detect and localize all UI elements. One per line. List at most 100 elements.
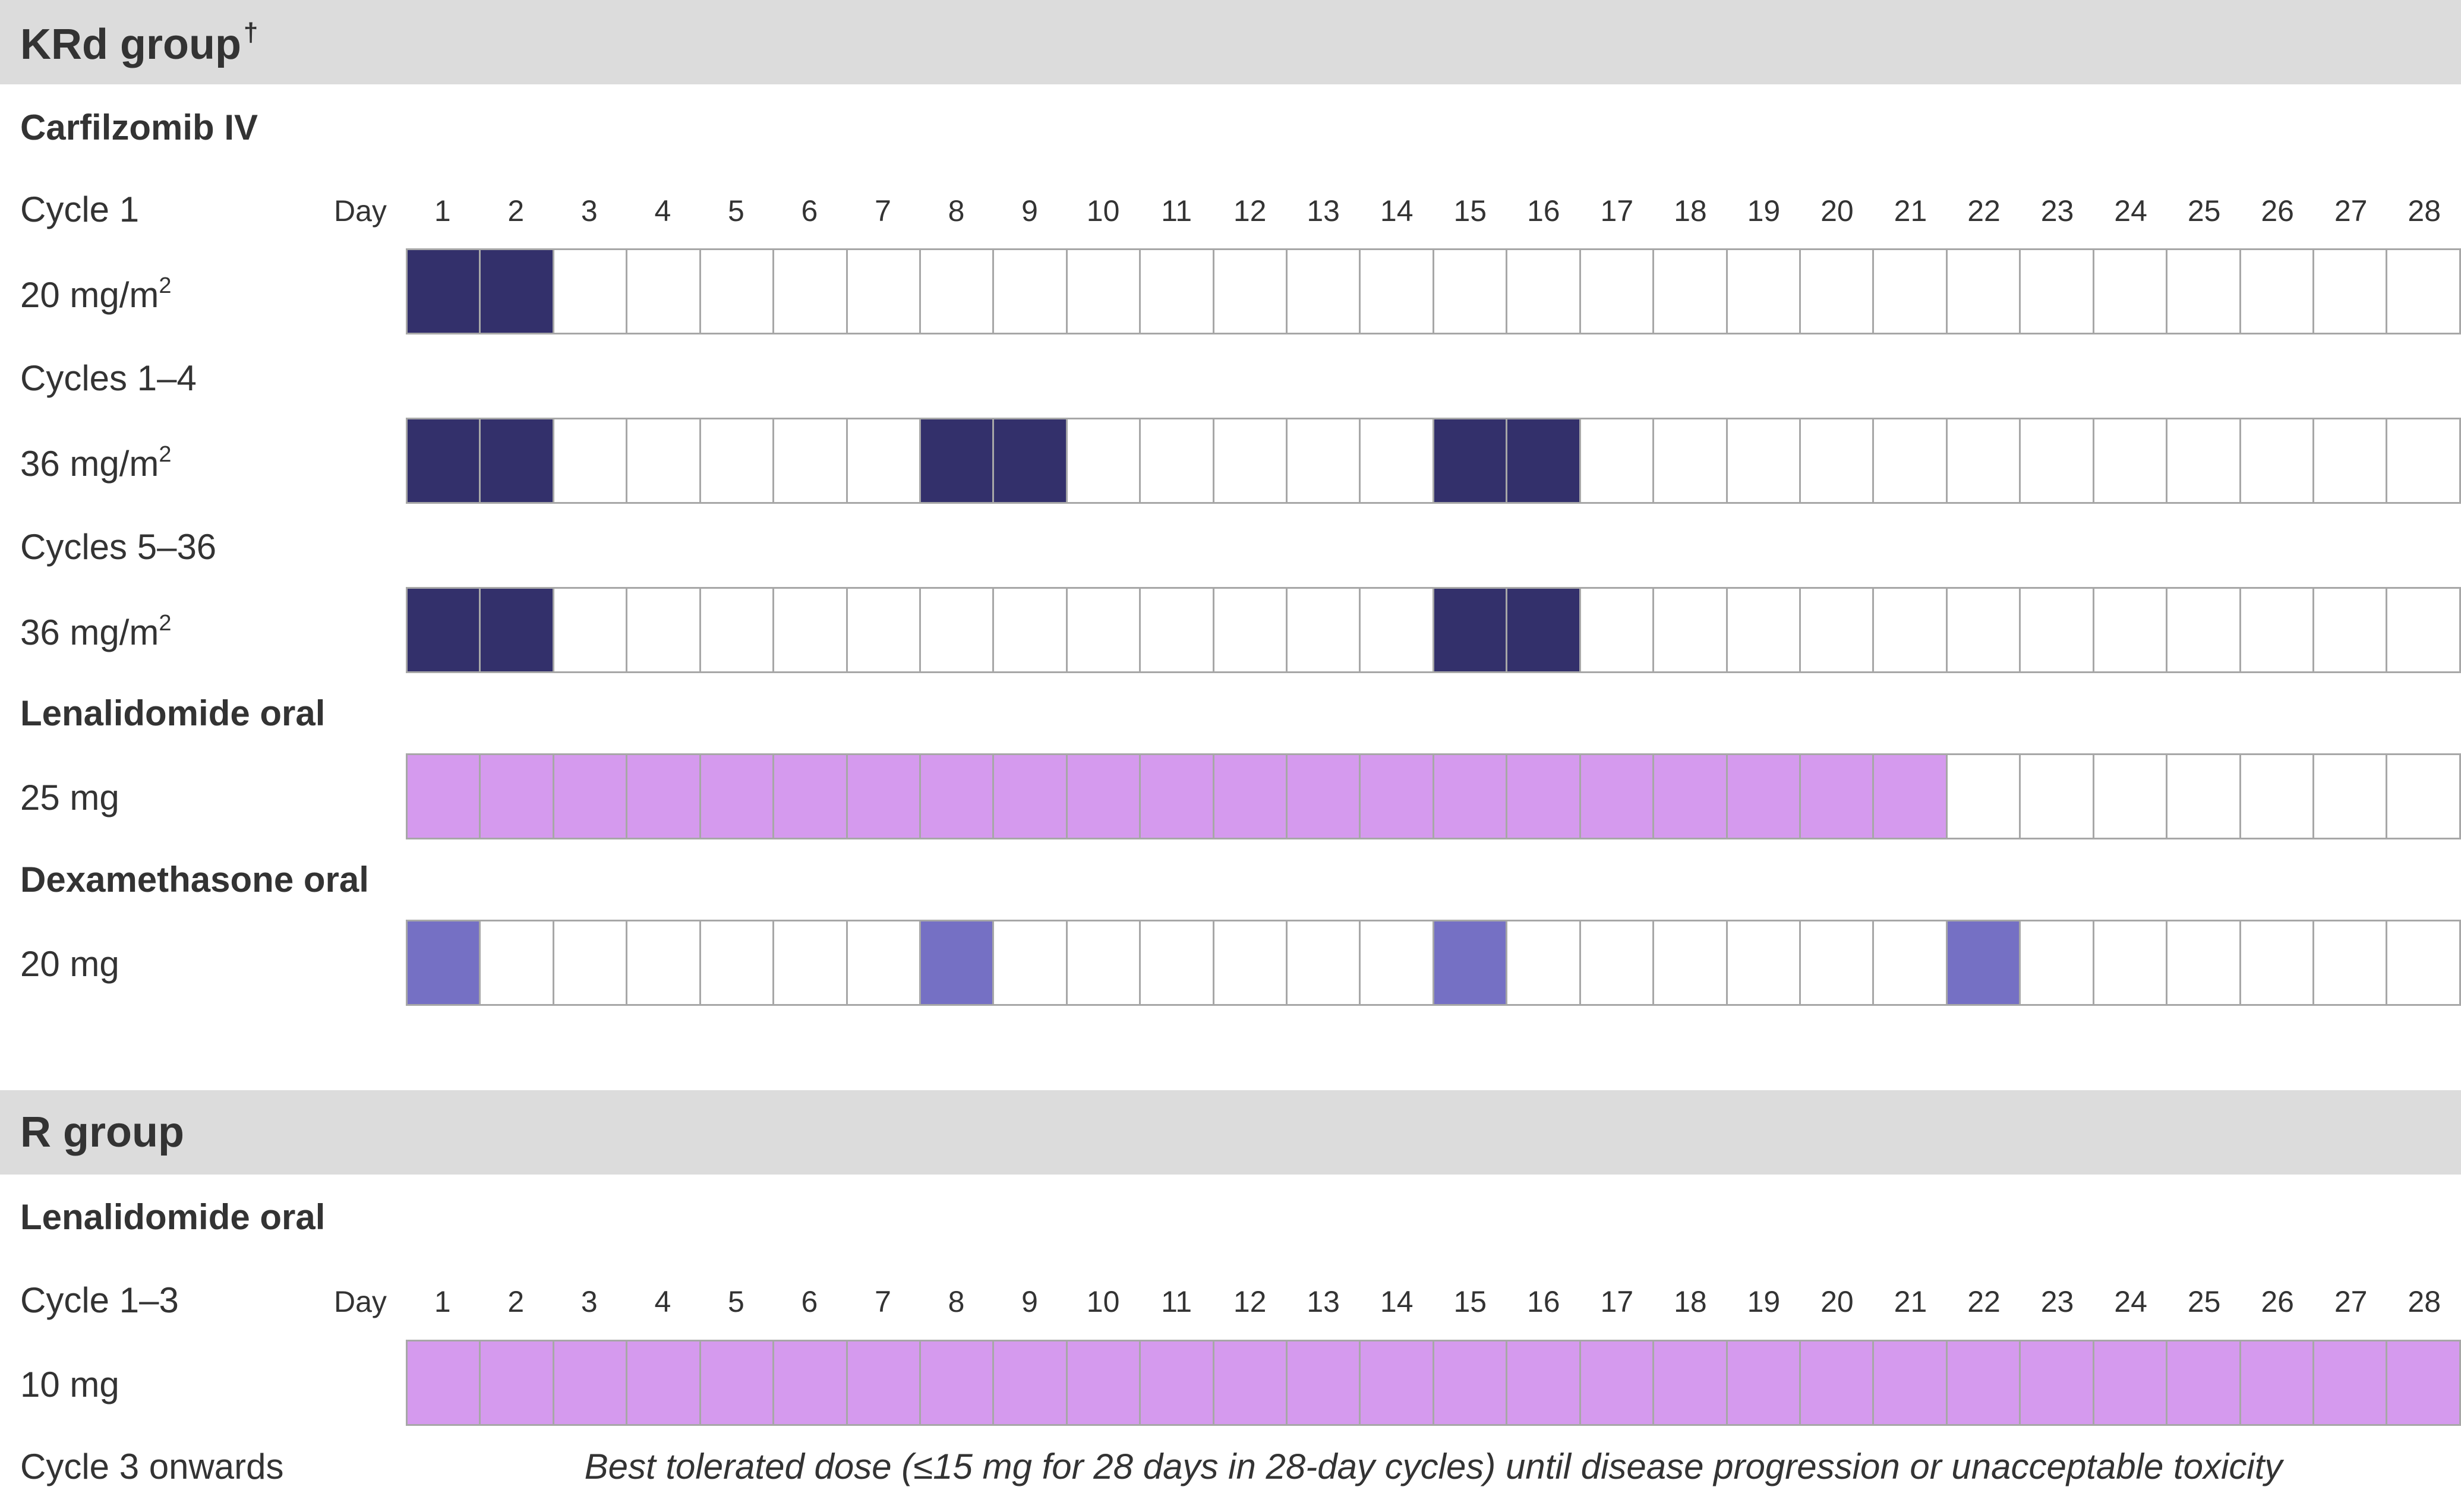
empty-day-cell-26 xyxy=(2241,250,2312,333)
empty-day-cell-17 xyxy=(1580,419,1653,502)
empty-day-cell-11 xyxy=(1141,419,1213,502)
empty-day-cell-13 xyxy=(1288,589,1359,671)
day-number-13: 13 xyxy=(1307,1285,1340,1318)
carfilzomib-cycles5-36-schedule xyxy=(406,587,2461,673)
empty-day-cell-2 xyxy=(481,921,553,1004)
empty-day-cell-21 xyxy=(1874,419,1946,502)
empty-day-cell-27 xyxy=(2314,419,2386,502)
day-number-2: 2 xyxy=(507,194,525,228)
empty-day-cell-25 xyxy=(2167,921,2239,1004)
day-number-17: 17 xyxy=(1600,194,1634,228)
empty-day-cell-26 xyxy=(2241,589,2312,671)
day-number-15: 15 xyxy=(1453,194,1487,228)
empty-day-cell-24 xyxy=(2094,419,2166,502)
dosed-day-cell-20 xyxy=(1801,755,1873,838)
carfilzomib-cycles1-4-dose: 36 mg/m2 xyxy=(20,442,172,484)
empty-day-cell-10 xyxy=(1067,419,1140,502)
dexamethasone-heading: Dexamethasone oral xyxy=(20,860,369,899)
empty-day-cell-5 xyxy=(701,250,773,333)
empty-day-cell-14 xyxy=(1361,250,1433,333)
dosed-day-cell-18 xyxy=(1654,1341,1726,1424)
day-number-5: 5 xyxy=(728,194,744,228)
empty-day-cell-3 xyxy=(554,589,626,671)
day-number-8: 8 xyxy=(948,1285,965,1318)
empty-day-cell-14 xyxy=(1361,921,1433,1004)
day-number-18: 18 xyxy=(1674,194,1707,228)
day-number-6: 6 xyxy=(801,194,818,228)
empty-day-cell-13 xyxy=(1288,921,1359,1004)
empty-day-cell-21 xyxy=(1874,250,1946,333)
carfilzomib-cycle1-dose: 20 mg/m2 xyxy=(20,273,172,315)
empty-day-cell-4 xyxy=(627,921,699,1004)
empty-day-cell-19 xyxy=(1727,419,1800,502)
dexamethasone-schedule xyxy=(406,920,2461,1006)
dosed-day-cell-6 xyxy=(774,1341,846,1424)
empty-day-cell-6 xyxy=(774,419,846,502)
dosed-day-cell-19 xyxy=(1727,755,1800,838)
empty-day-cell-25 xyxy=(2167,419,2239,502)
empty-day-cell-27 xyxy=(2314,589,2386,671)
empty-day-cell-11 xyxy=(1141,921,1213,1004)
dosed-day-cell-13 xyxy=(1288,1341,1359,1424)
empty-day-cell-14 xyxy=(1361,589,1433,671)
dosed-day-cell-2 xyxy=(481,250,553,333)
day-number-18: 18 xyxy=(1674,1285,1707,1318)
empty-day-cell-3 xyxy=(554,250,626,333)
empty-day-cell-17 xyxy=(1580,250,1653,333)
empty-day-cell-25 xyxy=(2167,250,2239,333)
empty-day-cell-12 xyxy=(1214,589,1286,671)
empty-day-cell-17 xyxy=(1580,921,1653,1004)
empty-day-cell-24 xyxy=(2094,250,2166,333)
dosed-day-cell-6 xyxy=(774,755,846,838)
dosed-day-cell-22 xyxy=(1947,921,2020,1004)
empty-day-cell-20 xyxy=(1801,419,1873,502)
empty-day-cell-4 xyxy=(627,419,699,502)
empty-day-cell-20 xyxy=(1801,589,1873,671)
dosed-day-cell-1 xyxy=(408,589,479,671)
day-number-24: 24 xyxy=(2114,1285,2147,1318)
carfilzomib-cycles1-4-schedule xyxy=(406,418,2461,504)
empty-day-cell-23 xyxy=(2021,589,2093,671)
day-number-14: 14 xyxy=(1380,1285,1414,1318)
carfilzomib-cycles1-4-label: Cycles 1–4 xyxy=(20,358,197,398)
empty-day-cell-12 xyxy=(1214,250,1286,333)
dosed-day-cell-11 xyxy=(1141,1341,1213,1424)
dagger-mark: † xyxy=(243,18,258,47)
krd-group-header: KRd group† xyxy=(0,0,2461,84)
r-lenalidomide-heading: Lenalidomide oral xyxy=(20,1197,326,1237)
day-number-20: 20 xyxy=(1820,1285,1854,1318)
empty-day-cell-22 xyxy=(1947,755,2020,838)
empty-day-cell-9 xyxy=(994,589,1066,671)
empty-day-cell-28 xyxy=(2387,589,2459,671)
r-cycle3-onwards-label: Cycle 3 onwards xyxy=(20,1447,284,1486)
dosed-day-cell-4 xyxy=(627,1341,699,1424)
day-number-13: 13 xyxy=(1307,194,1340,228)
day-number-22: 22 xyxy=(1967,194,2001,228)
day-number-14: 14 xyxy=(1380,194,1414,228)
day-number-22: 22 xyxy=(1967,1285,2001,1318)
dosed-day-cell-7 xyxy=(847,1341,919,1424)
carfilzomib-heading: Carfilzomib IV xyxy=(20,108,258,147)
empty-day-cell-7 xyxy=(847,921,919,1004)
empty-day-cell-24 xyxy=(2094,755,2166,838)
day-number-9: 9 xyxy=(1021,194,1038,228)
empty-day-cell-5 xyxy=(701,419,773,502)
day-number-24: 24 xyxy=(2114,194,2147,228)
empty-day-cell-21 xyxy=(1874,589,1946,671)
empty-day-cell-9 xyxy=(994,921,1066,1004)
empty-day-cell-13 xyxy=(1288,250,1359,333)
empty-day-cell-23 xyxy=(2021,419,2093,502)
dosed-day-cell-21 xyxy=(1874,1341,1946,1424)
day-number-21: 21 xyxy=(1894,1285,1927,1318)
r-day-header-label: Day xyxy=(334,1285,387,1318)
day-number-1: 1 xyxy=(434,1285,451,1318)
dosed-day-cell-16 xyxy=(1507,755,1579,838)
r-group-header: R group xyxy=(0,1090,2461,1175)
dosed-day-cell-20 xyxy=(1801,1341,1873,1424)
empty-day-cell-6 xyxy=(774,589,846,671)
empty-day-cell-27 xyxy=(2314,755,2386,838)
empty-day-cell-28 xyxy=(2387,755,2459,838)
empty-day-cell-12 xyxy=(1214,419,1286,502)
dosed-day-cell-15 xyxy=(1434,921,1506,1004)
empty-day-cell-28 xyxy=(2387,250,2459,333)
